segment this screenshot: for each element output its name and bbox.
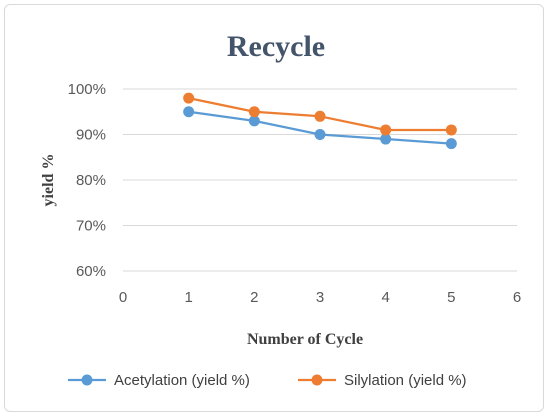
y-tick-label: 90% [76, 127, 106, 144]
legend-label: Silylation (yield %) [344, 372, 467, 389]
chart-title: Recycle [227, 30, 325, 63]
gridlines [123, 88, 517, 272]
data-point-series-1 [380, 133, 392, 145]
y-tick-label: 70% [76, 218, 106, 235]
data-point-series-2 [380, 124, 392, 136]
y-axis-title: yield % [40, 154, 57, 207]
y-tick-label: 60% [76, 263, 106, 280]
data-point-series-1 [183, 106, 195, 118]
legend: Acetylation (yield %) Silylation (yield %… [68, 372, 467, 389]
data-point-series-1 [314, 129, 326, 140]
x-tick-label: 4 [381, 289, 389, 306]
y-tick-labels: 60% 70% 80% 90% 100% [68, 81, 106, 280]
legend-label: Acetylation (yield %) [114, 372, 250, 389]
x-tick-label: 1 [184, 289, 192, 306]
data-point-series-2 [314, 110, 326, 122]
y-tick-label: 80% [76, 172, 106, 189]
data-point-series-1 [248, 115, 260, 127]
y-tick-label: 100% [68, 81, 106, 98]
legend-marker [311, 374, 323, 386]
data-point-series-2 [445, 124, 457, 136]
series-group [183, 92, 457, 150]
data-point-series-2 [248, 106, 260, 118]
x-tick-label: 6 [513, 289, 521, 306]
chart-frame [4, 4, 544, 412]
x-tick-label: 2 [250, 289, 258, 306]
x-tick-label: 5 [447, 289, 455, 306]
x-axis-title: Number of Cycle [247, 331, 363, 348]
data-point-series-2 [183, 92, 195, 104]
legend-marker [81, 374, 93, 386]
x-tick-label: 3 [316, 289, 324, 306]
x-tick-labels: 0 1 2 3 4 5 6 [119, 289, 521, 306]
x-tick-label: 0 [119, 289, 127, 306]
data-point-series-1 [445, 138, 457, 150]
